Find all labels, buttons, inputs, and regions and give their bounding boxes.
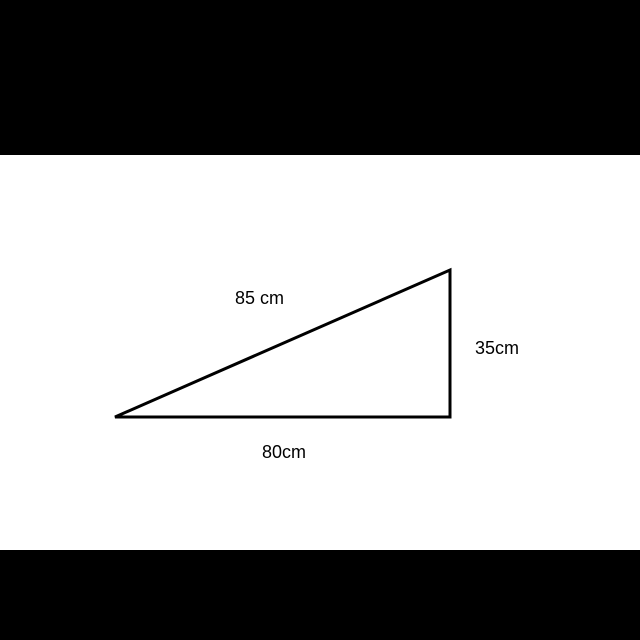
diagram-canvas: 85 cm 35cm 80cm xyxy=(0,155,640,550)
label-height: 35cm xyxy=(475,338,519,359)
label-hypotenuse: 85 cm xyxy=(235,288,284,309)
label-base: 80cm xyxy=(262,442,306,463)
letterbox-top xyxy=(0,0,640,155)
letterbox-bottom xyxy=(0,550,640,640)
